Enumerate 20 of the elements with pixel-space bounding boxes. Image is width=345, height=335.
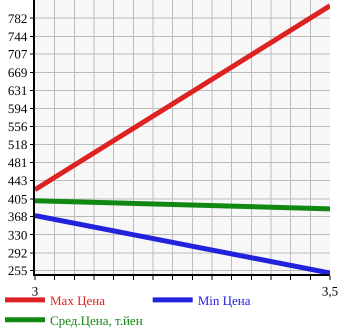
y-tick-label: 292 xyxy=(8,245,28,260)
legend-label: Min Цена xyxy=(198,292,251,308)
y-tick-label: 518 xyxy=(8,137,28,152)
y-tick-label: 481 xyxy=(8,154,28,170)
y-tick-label: 556 xyxy=(8,119,28,134)
y-tick-label: 631 xyxy=(8,83,28,98)
y-tick-label: 744 xyxy=(8,28,28,44)
y-tick-label: 368 xyxy=(8,209,28,224)
y-tick-label: 255 xyxy=(8,263,28,278)
y-tick-label: 405 xyxy=(8,191,28,206)
legend-label: Max Цена xyxy=(50,292,106,308)
y-tick-label: 443 xyxy=(8,173,28,188)
x-tick-label: 3 xyxy=(32,284,38,299)
y-tick-label: 594 xyxy=(8,100,28,116)
legend-label: Сред.Цена, т.йен xyxy=(50,312,143,328)
y-tick-label: 669 xyxy=(8,64,28,80)
y-tick-label: 330 xyxy=(8,227,28,242)
y-tick-label: 707 xyxy=(8,46,28,62)
y-tick-label: 782 xyxy=(8,10,28,26)
x-tick-label: 3,5 xyxy=(322,284,338,299)
